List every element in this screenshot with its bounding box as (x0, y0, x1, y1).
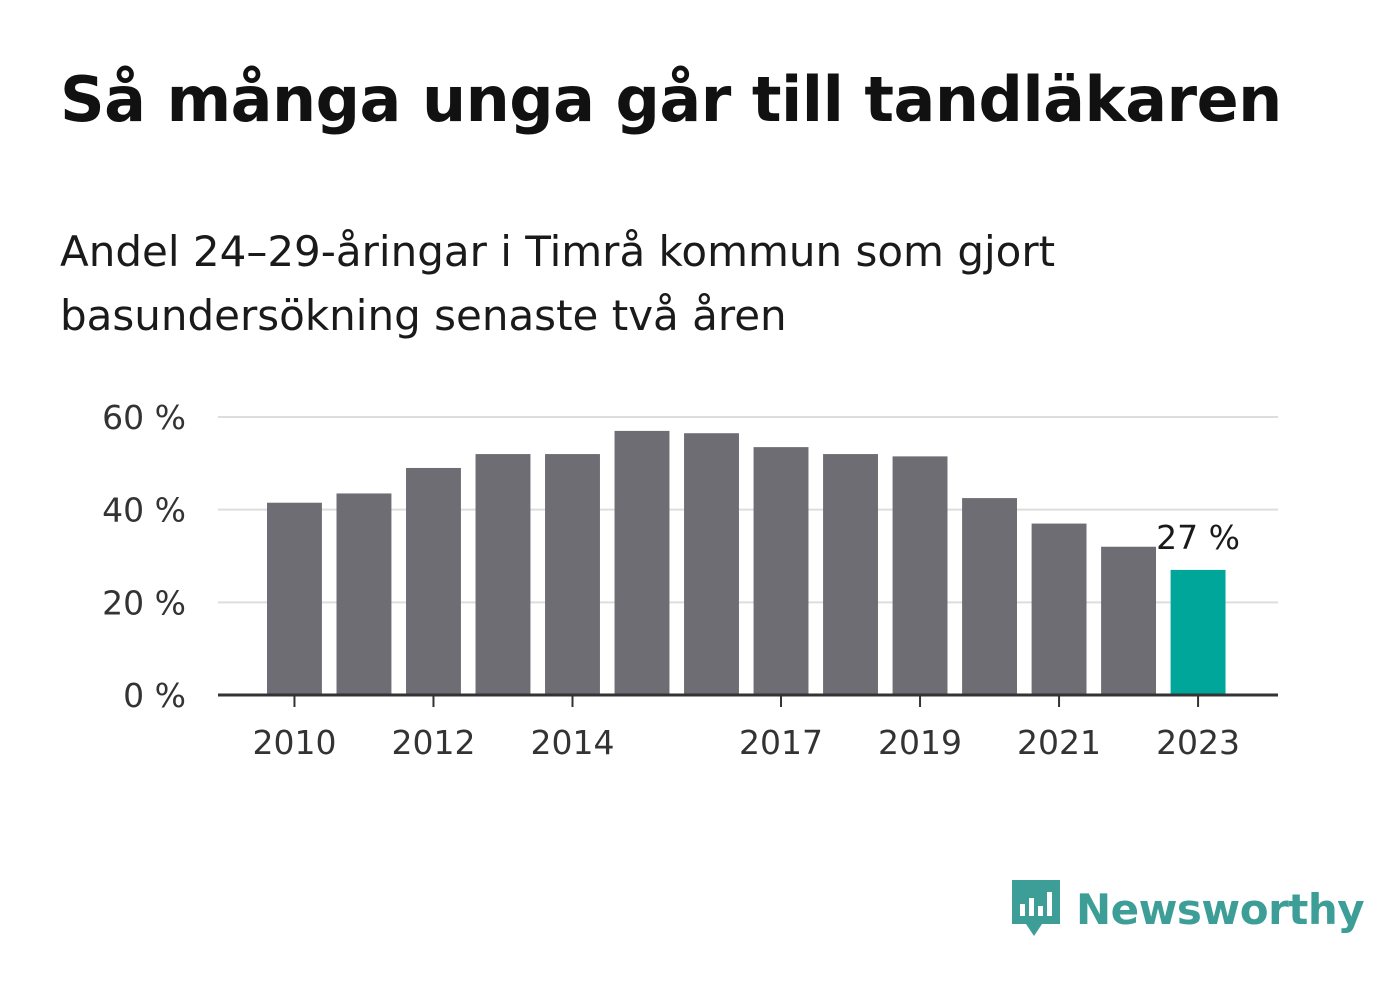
bar (962, 498, 1017, 695)
x-tick-label: 2012 (391, 723, 475, 762)
brand-name: Newsworthy (1076, 884, 1365, 934)
x-tick-label: 2017 (739, 723, 823, 762)
bar (1101, 546, 1157, 695)
y-tick-label: 0 % (123, 676, 186, 715)
x-tick-label: 2023 (1156, 723, 1240, 762)
bar (892, 456, 948, 695)
x-tick-label: 2014 (530, 723, 614, 762)
bar (753, 447, 809, 695)
value-label: 27 % (1156, 518, 1240, 557)
bar (1031, 523, 1087, 695)
bar (545, 454, 600, 695)
y-tick-label: 40 % (102, 491, 186, 530)
x-tick-label: 2019 (878, 723, 962, 762)
brand-logo: Newsworthy (1010, 876, 1365, 942)
bar (1170, 569, 1226, 695)
newsworthy-logo-icon (1012, 880, 1060, 936)
x-tick-label: 2010 (252, 723, 336, 762)
chart-title: Så många unga går till tandläkaren (60, 63, 1282, 136)
x-tick-label: 2021 (1017, 723, 1101, 762)
y-tick-label: 20 % (102, 583, 186, 622)
bar (267, 502, 322, 695)
chart-subtitle: Andel 24–29-åringar i Timrå kommun som g… (60, 227, 1056, 340)
bar (614, 430, 670, 695)
y-tick-label: 60 % (102, 398, 186, 437)
bar (475, 454, 531, 695)
bar (406, 467, 461, 695)
bar (684, 433, 739, 695)
bar (823, 454, 878, 695)
bar (336, 493, 392, 695)
